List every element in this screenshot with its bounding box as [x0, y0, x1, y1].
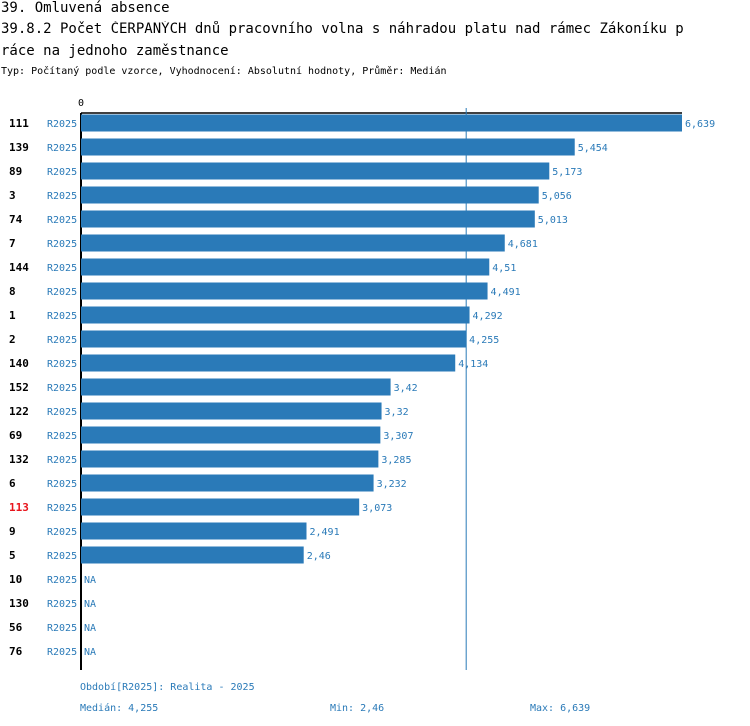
bar-value-label: 4,134: [458, 359, 488, 370]
footer-max: Max: 6,639: [530, 703, 591, 714]
row-id-label: 132: [9, 453, 29, 466]
bar-value-label: 5,454: [578, 143, 608, 154]
row-period-label: R2025: [47, 335, 77, 346]
row-period-label: R2025: [47, 383, 77, 394]
row-period-label: R2025: [47, 551, 77, 562]
row-period-label: R2025: [47, 119, 77, 130]
row-id-label: 113: [9, 501, 29, 514]
footer-median: Medián: 4,255: [80, 703, 159, 714]
chart-title-line-1: 39.8.2 Počet ČERPANÝCH dnů pracovního vo…: [1, 21, 684, 37]
row-id-label: 76: [9, 645, 23, 658]
row-period-label: R2025: [47, 167, 77, 178]
bar-value-label: 5,013: [538, 215, 568, 226]
bar-value-label: 4,491: [491, 287, 521, 298]
bar: [81, 546, 304, 564]
row-period-label: R2025: [47, 431, 77, 442]
bar: [81, 378, 391, 396]
bar: [81, 282, 488, 300]
footer-period: Období[R2025]: Realita - 2025: [80, 682, 255, 693]
bar: [81, 330, 467, 348]
row-id-label: 89: [9, 165, 22, 178]
row-period-label: R2025: [47, 407, 77, 418]
row-id-label: 144: [9, 261, 29, 274]
row-id-label: 7: [9, 237, 16, 250]
row-period-label: R2025: [47, 287, 77, 298]
bar: [81, 354, 456, 372]
row-id-label: 69: [9, 429, 22, 442]
bar-value-label: NA: [84, 647, 96, 658]
row-period-label: R2025: [47, 239, 77, 250]
section-title: 39. Omluvená absence: [1, 0, 170, 16]
x-axis-zero-label: 0: [78, 98, 84, 109]
bar: [81, 474, 374, 492]
row-id-label: 122: [9, 405, 29, 418]
row-period-label: R2025: [47, 503, 77, 514]
bar: [81, 186, 539, 204]
bar: [81, 522, 307, 540]
chart-title-line-2: ráce na jednoho zaměstnance: [1, 43, 229, 59]
bar-value-label: NA: [84, 575, 96, 586]
row-period-label: R2025: [47, 575, 77, 586]
bar-value-label: NA: [84, 599, 96, 610]
bar-value-label: 3,073: [362, 503, 392, 514]
bar: [81, 498, 360, 516]
row-id-label: 5: [9, 549, 16, 562]
bar-value-label: 2,46: [307, 551, 331, 562]
bar-value-label: 6,639: [685, 119, 715, 130]
bar-value-label: 4,51: [492, 263, 516, 274]
bar-value-label: 5,173: [552, 167, 582, 178]
row-period-label: R2025: [47, 455, 77, 466]
bar-value-label: 3,32: [385, 407, 409, 418]
bar-value-label: 5,056: [542, 191, 572, 202]
row-id-label: 6: [9, 477, 16, 490]
row-id-label: 2: [9, 333, 16, 346]
bar: [81, 450, 379, 468]
row-id-label: 74: [9, 213, 23, 226]
row-period-label: R2025: [47, 191, 77, 202]
bar-value-label: 4,255: [469, 335, 499, 346]
row-id-label: 130: [9, 597, 29, 610]
row-period-label: R2025: [47, 359, 77, 370]
bar-value-label: 3,307: [383, 431, 413, 442]
bar-value-label: 3,232: [377, 479, 407, 490]
bar: [81, 258, 490, 276]
row-id-label: 139: [9, 141, 29, 154]
bar-value-label: NA: [84, 623, 96, 634]
bar: [81, 210, 535, 228]
bar: [81, 114, 682, 132]
bar-value-label: 3,42: [394, 383, 418, 394]
bar-value-label: 4,681: [508, 239, 538, 250]
row-id-label: 140: [9, 357, 29, 370]
row-period-label: R2025: [47, 599, 77, 610]
bar: [81, 306, 470, 324]
row-period-label: R2025: [47, 479, 77, 490]
row-period-label: R2025: [47, 263, 77, 274]
footer-min: Min: 2,46: [330, 703, 385, 714]
row-period-label: R2025: [47, 143, 77, 154]
row-id-label: 3: [9, 189, 16, 202]
row-id-label: 152: [9, 381, 29, 394]
bar-value-label: 3,285: [381, 455, 411, 466]
chart-subtitle: Typ: Počítaný podle vzorce, Vyhodnocení:…: [1, 66, 447, 77]
row-period-label: R2025: [47, 215, 77, 226]
bar: [81, 234, 505, 252]
row-period-label: R2025: [47, 647, 77, 658]
bar-value-label: 4,292: [473, 311, 503, 322]
row-id-label: 56: [9, 621, 23, 634]
row-id-label: 8: [9, 285, 16, 298]
row-id-label: 9: [9, 525, 16, 538]
row-period-label: R2025: [47, 623, 77, 634]
row-id-label: 1: [9, 309, 16, 322]
bar: [81, 138, 575, 156]
row-id-label: 111: [9, 117, 29, 130]
bar: [81, 402, 382, 420]
row-id-label: 10: [9, 573, 22, 586]
row-period-label: R2025: [47, 527, 77, 538]
bar: [81, 426, 381, 444]
bar: [81, 162, 550, 180]
row-period-label: R2025: [47, 311, 77, 322]
bar-value-label: 2,491: [309, 527, 339, 538]
